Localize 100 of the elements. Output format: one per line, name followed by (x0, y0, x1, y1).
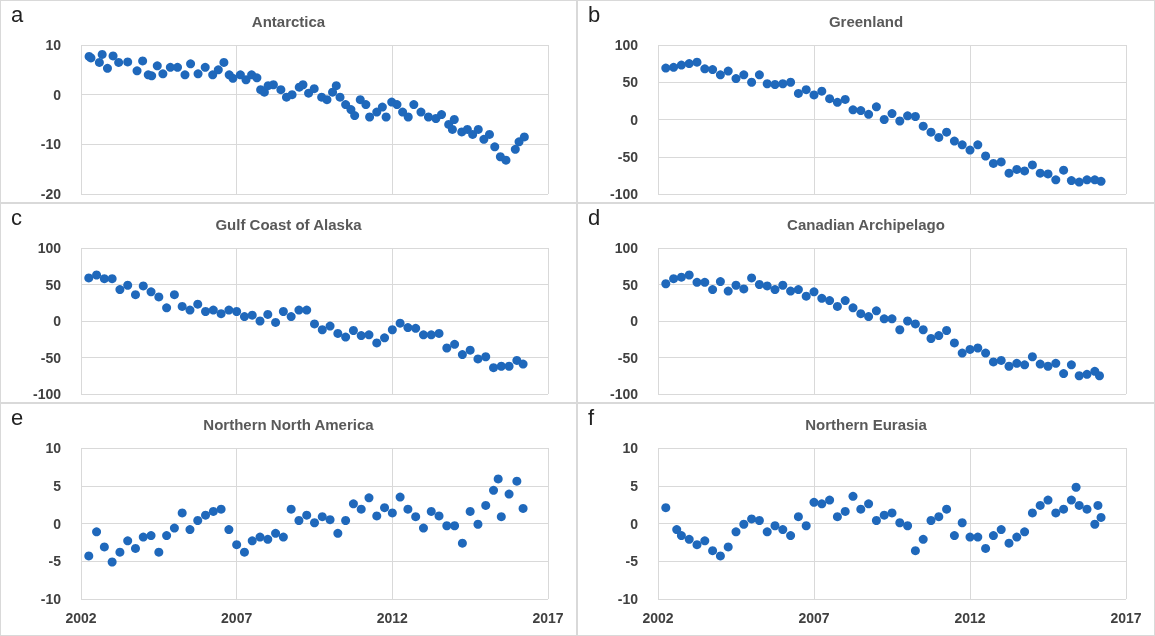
x-tick-label: 2007 (221, 610, 253, 626)
text: b (588, 1, 601, 27)
point (1093, 500, 1103, 510)
point (723, 286, 733, 296)
point (809, 497, 819, 507)
point (504, 361, 514, 371)
point (793, 88, 803, 98)
point (910, 546, 920, 556)
point (786, 531, 796, 541)
point (239, 547, 249, 557)
point (239, 312, 249, 322)
point (418, 330, 428, 340)
point (107, 557, 117, 567)
point (934, 512, 944, 522)
point (1074, 177, 1084, 187)
chart-title: Northern North America (203, 416, 375, 433)
point (684, 270, 694, 280)
point (1027, 508, 1037, 518)
point (731, 527, 741, 537)
point (801, 291, 811, 301)
point (84, 273, 94, 283)
point (661, 503, 671, 513)
point (895, 116, 905, 126)
point (1082, 175, 1092, 185)
y-tick-label: 5 (53, 477, 62, 494)
point (1066, 360, 1076, 370)
point (1035, 500, 1045, 510)
point (856, 106, 866, 116)
point (317, 512, 327, 522)
point (910, 112, 920, 122)
point (672, 525, 682, 535)
point (949, 136, 959, 146)
point (669, 62, 679, 72)
point (676, 60, 686, 70)
point (1020, 527, 1030, 537)
point (754, 70, 764, 80)
point (271, 528, 281, 538)
point (123, 280, 133, 290)
x-tick-label: 2002 (65, 610, 97, 626)
point (786, 77, 796, 87)
y-tick-label: 50 (622, 276, 639, 293)
point (887, 508, 897, 518)
point (177, 508, 187, 518)
point (973, 140, 983, 150)
point (325, 321, 335, 331)
point (692, 57, 702, 67)
point (723, 66, 733, 76)
point (395, 318, 405, 328)
point (115, 547, 125, 557)
point (754, 280, 764, 289)
point (856, 504, 866, 514)
point (107, 274, 117, 284)
point (895, 518, 905, 528)
point (1051, 358, 1061, 368)
point (864, 109, 874, 119)
point (465, 345, 475, 355)
point (138, 281, 148, 291)
text: e (11, 404, 24, 430)
x-tick-label: 2012 (376, 610, 409, 626)
point (356, 331, 366, 341)
point (1074, 500, 1084, 510)
point (1004, 168, 1014, 178)
point (856, 309, 866, 319)
point (918, 325, 928, 335)
point (395, 492, 405, 502)
point (364, 493, 374, 503)
point (996, 355, 1006, 365)
point (832, 301, 842, 311)
point (341, 515, 351, 525)
point (825, 296, 835, 306)
point (247, 310, 257, 320)
y-tick-label: -50 (617, 148, 639, 165)
point (193, 515, 203, 525)
point (317, 325, 327, 335)
point (387, 325, 397, 335)
point (1096, 176, 1106, 186)
point (848, 105, 858, 115)
point (715, 277, 725, 287)
point (208, 506, 218, 516)
y-tick-label: 10 (622, 440, 639, 456)
y-tick-label: 0 (630, 111, 639, 128)
point (1012, 164, 1022, 174)
y-tick-label: 100 (614, 240, 639, 256)
point (934, 331, 944, 341)
point (162, 303, 172, 313)
text: a (11, 1, 24, 27)
point (294, 305, 304, 315)
point (489, 485, 499, 495)
point (949, 531, 959, 541)
point (801, 521, 811, 531)
point (426, 506, 436, 516)
point (387, 508, 397, 518)
y-tick-label: 10 (45, 440, 62, 456)
point (123, 536, 133, 546)
point (988, 158, 998, 168)
chart-title: Greenland (828, 13, 904, 30)
point (99, 542, 109, 552)
point (310, 319, 319, 329)
point (333, 328, 343, 338)
point (496, 512, 506, 522)
